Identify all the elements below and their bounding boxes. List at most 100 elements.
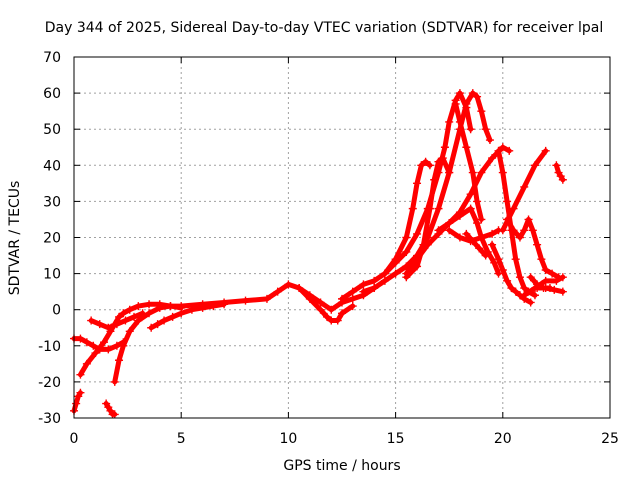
data-point-marker <box>490 258 499 267</box>
data-point-marker <box>541 146 550 155</box>
data-point-marker <box>104 323 113 332</box>
data-point-marker <box>468 237 477 246</box>
data-point-marker <box>177 309 186 318</box>
data-point-marker <box>168 312 177 321</box>
data-point-marker <box>391 269 400 278</box>
data-point-marker <box>477 168 486 177</box>
y-tick-label: -30 <box>38 411 61 427</box>
data-point-marker <box>515 233 524 242</box>
series-line <box>112 303 173 385</box>
data-point-marker <box>305 294 314 303</box>
data-point-marker <box>338 309 346 318</box>
series-line <box>157 281 377 313</box>
data-point-marker <box>481 125 490 134</box>
data-point-marker <box>488 229 497 238</box>
data-point-marker <box>125 327 134 336</box>
data-point-marker <box>466 204 475 213</box>
data-point-marker <box>160 316 169 325</box>
data-point-marker <box>498 168 507 177</box>
data-point-marker <box>509 204 518 213</box>
data-point-marker <box>119 309 128 318</box>
data-point-marker <box>455 233 464 242</box>
data-point-marker <box>520 182 529 191</box>
series-line <box>339 90 474 302</box>
series-arc-04 <box>87 309 147 332</box>
data-point-marker <box>462 229 471 238</box>
data-point-marker <box>95 320 104 329</box>
data-point-marker <box>417 161 426 170</box>
data-point-marker <box>473 197 482 206</box>
data-point-marker <box>327 305 336 314</box>
data-point-marker <box>488 154 497 163</box>
data-point-marker <box>262 294 271 303</box>
data-point-marker <box>402 233 411 242</box>
series-arc-17 <box>451 99 486 224</box>
data-point-marker <box>89 341 98 350</box>
data-point-marker <box>125 305 134 314</box>
data-point-marker <box>380 276 389 285</box>
data-point-marker <box>115 356 124 365</box>
data-point-marker <box>520 284 529 293</box>
y-tick-label: 60 <box>43 86 61 102</box>
data-point-marker <box>455 208 464 217</box>
data-point-marker <box>413 179 422 188</box>
data-point-marker <box>322 312 331 321</box>
data-point-marker <box>530 161 539 170</box>
data-point-marker <box>359 280 368 289</box>
data-point-marker <box>541 284 550 293</box>
data-point-marker <box>380 269 389 278</box>
data-point-marker <box>511 255 520 264</box>
data-point-marker <box>533 240 542 249</box>
chart-title: Day 344 of 2025, Sidereal Day-to-day VTE… <box>45 20 603 36</box>
series-line <box>553 162 566 183</box>
data-point-marker <box>462 143 471 152</box>
series-line <box>534 285 566 295</box>
data-point-marker <box>541 265 550 274</box>
data-point-marker <box>494 255 503 264</box>
data-point-marker <box>348 287 357 296</box>
data-point-marker <box>370 276 379 285</box>
data-point-marker <box>475 244 484 253</box>
data-point-marker <box>155 302 164 311</box>
data-point-marker <box>507 284 516 293</box>
data-point-marker <box>528 226 537 235</box>
data-point-marker <box>438 154 447 163</box>
data-point-marker <box>445 226 454 235</box>
data-series-group <box>70 89 567 419</box>
data-point-marker <box>145 309 154 318</box>
data-point-marker <box>76 370 85 379</box>
data-point-marker <box>110 377 119 386</box>
data-point-marker <box>473 92 482 101</box>
data-point-marker <box>391 255 400 264</box>
data-point-marker <box>445 168 454 177</box>
data-point-marker <box>550 285 559 294</box>
data-point-marker <box>520 226 529 235</box>
y-tick-label: 0 <box>52 303 61 319</box>
data-point-marker <box>421 157 430 166</box>
data-point-marker <box>533 284 542 293</box>
data-point-marker <box>494 269 503 278</box>
data-point-marker <box>558 287 567 296</box>
data-point-marker <box>402 269 411 278</box>
data-point-marker <box>413 255 422 264</box>
x-tick-label: 20 <box>494 431 512 447</box>
x-tick-label: 15 <box>387 431 405 447</box>
data-point-marker <box>413 229 422 238</box>
series-line <box>296 285 356 324</box>
data-point-marker <box>503 197 512 206</box>
data-point-marker <box>520 291 529 300</box>
y-tick-label: 30 <box>43 194 61 210</box>
data-point-marker <box>526 273 535 282</box>
data-point-marker <box>498 226 507 235</box>
data-point-marker <box>119 341 128 350</box>
series-line <box>77 301 184 378</box>
data-point-marker <box>295 284 304 293</box>
data-point-marker <box>91 349 100 358</box>
data-point-marker <box>455 117 464 126</box>
data-point-marker <box>425 204 434 213</box>
data-point-marker <box>477 233 486 242</box>
data-point-marker <box>451 99 460 108</box>
data-point-marker <box>273 287 282 296</box>
data-point-marker <box>100 338 109 347</box>
x-axis-label: GPS time / hours <box>283 458 400 474</box>
